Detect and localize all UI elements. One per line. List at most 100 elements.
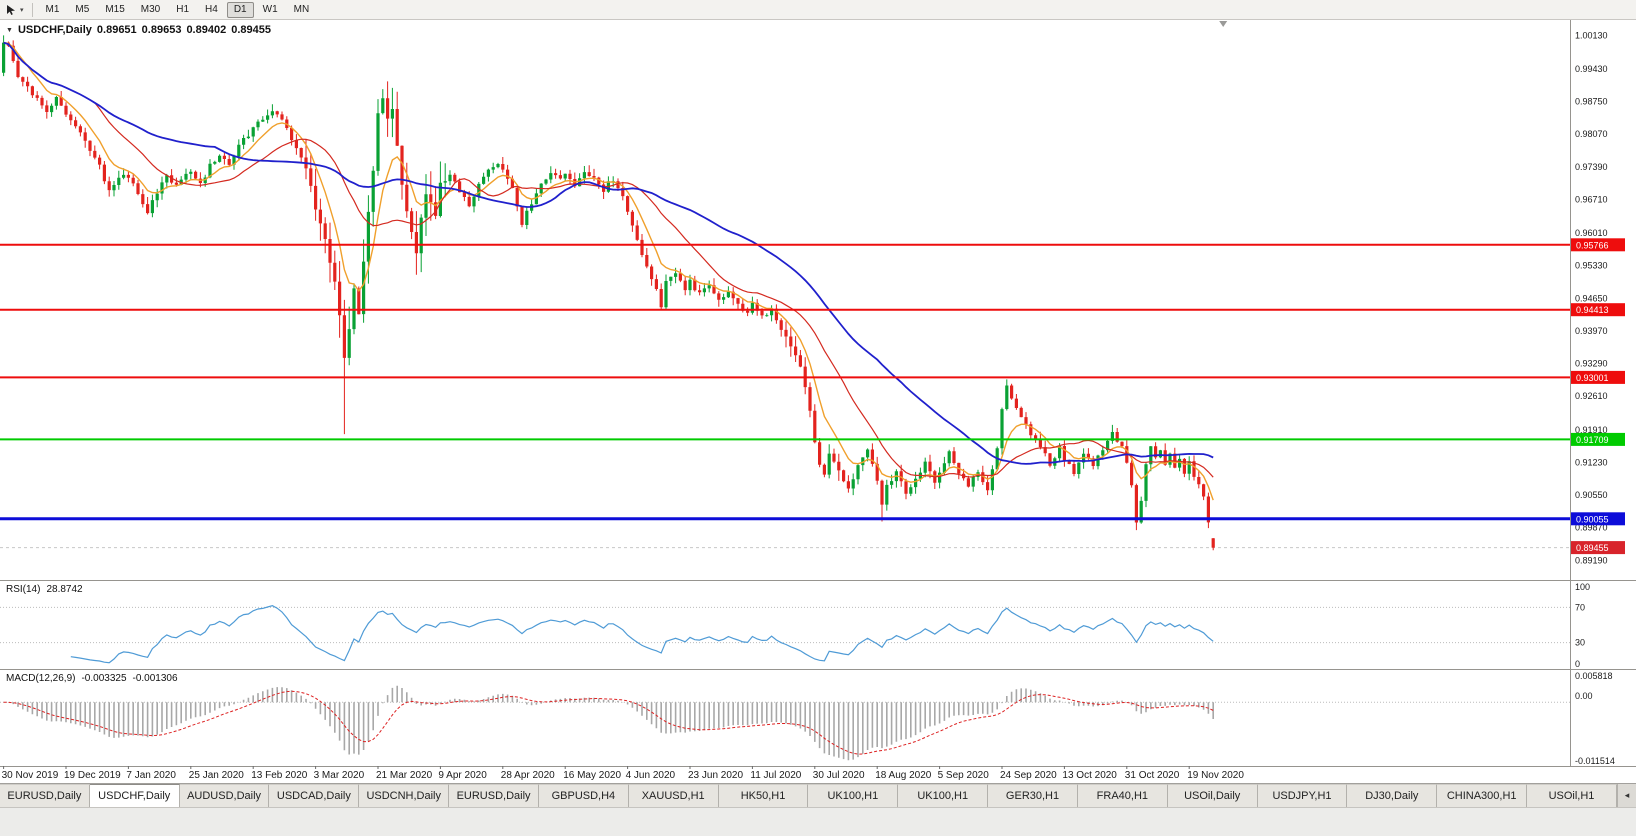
timeframe-button-m30[interactable]: M30 (134, 2, 167, 18)
bull-candle-wicks (3, 35, 1190, 524)
price-level-badge-text: 0.94413 (1576, 305, 1609, 315)
price-chart-canvas[interactable]: 1.00130 0.99430 0.98750 0.98070 0.97390 0.967… (0, 20, 1636, 783)
date-tick-label: 31 Oct 2020 (1125, 770, 1180, 781)
price-level-badge-text: 0.89455 (1576, 543, 1609, 553)
date-tick-label: 5 Sep 2020 (938, 770, 990, 781)
chart-tab-usdchf-daily[interactable]: USDCHF,Daily (89, 784, 180, 807)
rsi-axis-label: 0 (1575, 659, 1580, 669)
quote-open: 0.89651 (96, 24, 137, 36)
price-tick-label: 0.90550 (1575, 490, 1608, 500)
tab-scroll-left-button[interactable]: ◂ (1617, 784, 1636, 807)
timeframe-button-h1[interactable]: H1 (169, 2, 196, 18)
chart-tabs: EURUSD,Daily USDCHF,Daily AUDUSD,Daily USDC… (0, 784, 1617, 807)
macd-indicator-label: MACD(12,26,9) -0.003325 -0.001306 (6, 673, 178, 684)
chart-tab-eurusd-daily[interactable]: EURUSD,Daily (449, 784, 539, 807)
chart-tab-gbpusd-h4[interactable]: GBPUSD,H4 (538, 784, 629, 807)
bear-candle-wicks (7, 40, 1214, 551)
chart-tab-fra40-h1[interactable]: FRA40,H1 (1077, 784, 1168, 807)
price-level-badge-text: 0.90055 (1576, 514, 1609, 524)
price-tick-label: 0.92610 (1575, 391, 1608, 401)
chart-tab-eurusd-daily[interactable]: EURUSD,Daily (0, 784, 90, 807)
macd-main-value: -0.003325 (81, 673, 127, 684)
cursor-tool-icon[interactable] (3, 4, 19, 16)
chart-tab-dj30-daily[interactable]: DJ30,Daily (1347, 784, 1438, 807)
price-tick-label: 0.91230 (1575, 457, 1608, 467)
date-tick-label: 28 Apr 2020 (501, 770, 555, 781)
price-level-badge-text: 0.91709 (1576, 435, 1609, 445)
macd-histogram (7, 685, 1214, 761)
price-tick-label: 0.96010 (1575, 228, 1608, 238)
price-tick-label: 0.91910 (1575, 425, 1608, 435)
timeframe-button-h4[interactable]: H4 (198, 2, 225, 18)
price-level-badge (1571, 238, 1625, 252)
macd-signal-value: -0.001306 (132, 673, 178, 684)
timeframe-buttons-group: M1 M5 M15 M30 H1 H4 D1 W1 MN (38, 1, 318, 18)
date-tick-label: 13 Feb 2020 (251, 770, 308, 781)
bear-candle-bodies (6, 42, 1215, 548)
date-tick-label: 4 Jun 2020 (626, 770, 676, 781)
quote-high: 0.89653 (141, 24, 182, 36)
status-bar (0, 807, 1636, 836)
price-tick-label: 0.98070 (1575, 129, 1608, 139)
date-tick-label: 30 Nov 2019 (2, 770, 59, 781)
date-tick-label: 18 Aug 2020 (875, 770, 932, 781)
chart-tab-ger30-h1[interactable]: GER30,H1 (988, 784, 1078, 807)
chart-tab-usoil-daily[interactable]: USOil,Daily (1167, 784, 1258, 807)
chart-area[interactable]: 1.00130 0.99430 0.98750 0.98070 0.97390 0.967… (0, 20, 1636, 783)
date-tick-label: 21 Mar 2020 (376, 770, 433, 781)
chart-tab-usdcnh-daily[interactable]: USDCNH,Daily (359, 784, 450, 807)
rsi-axis-label: 100 (1575, 582, 1590, 592)
symbol-period-label: USDCHF,Daily (17, 24, 92, 36)
quote-low: 0.89402 (186, 24, 227, 36)
price-tick-label: 0.99430 (1575, 64, 1608, 74)
price-tick-label: 0.89870 (1575, 523, 1608, 533)
toolbar-separator (31, 2, 33, 17)
price-level-badge (1571, 512, 1625, 526)
date-tick-label: 25 Jan 2020 (189, 770, 244, 781)
timeframe-button-m1[interactable]: M1 (39, 2, 67, 18)
bull-candle-bodies (1, 42, 1191, 523)
price-level-badge (1571, 541, 1625, 555)
timeframe-button-m5[interactable]: M5 (68, 2, 96, 18)
date-tick-label: 19 Dec 2019 (64, 770, 121, 781)
macd-axis-label: -0.011514 (1575, 756, 1615, 766)
shift-marker-icon[interactable] (1219, 21, 1228, 27)
timeframe-button-d1[interactable]: D1 (226, 1, 254, 18)
cursor-arrow-icon (7, 4, 15, 15)
price-tick-label: 0.98750 (1575, 97, 1608, 107)
chart-tab-usdjpy-h1[interactable]: USDJPY,H1 (1257, 784, 1348, 807)
date-tick-label: 7 Jan 2020 (126, 770, 176, 781)
timeframe-button-w1[interactable]: W1 (256, 2, 285, 18)
date-tick-label: 9 Apr 2020 (438, 770, 487, 781)
top-toolbar: ▾ M1 M5 M15 M30 H1 H4 D1 W1 MN (0, 0, 1636, 20)
price-tick-label: 0.95330 (1575, 261, 1608, 271)
timeframe-button-m15[interactable]: M15 (98, 2, 131, 18)
quote-close: 0.89455 (231, 24, 271, 36)
cursor-tool-dropdown-icon[interactable]: ▾ (20, 6, 24, 14)
timeframe-button-mn[interactable]: MN (287, 2, 317, 18)
price-tick-label: 0.93970 (1575, 326, 1608, 336)
moving-average-sma20-line (3, 42, 1214, 478)
chart-tab-audusd-daily[interactable]: AUDUSD,Daily (179, 784, 270, 807)
chart-tab-usdcad-daily[interactable]: USDCAD,Daily (269, 784, 360, 807)
chart-tab-xauusd-h1[interactable]: XAUUSD,H1 (628, 784, 719, 807)
price-tick-label: 0.94650 (1575, 293, 1608, 303)
macd-axis-label: 0.005818 (1575, 671, 1613, 681)
moving-average-ema8-line (3, 41, 1214, 501)
date-tick-label: 13 Oct 2020 (1062, 770, 1117, 781)
rsi-line (70, 605, 1214, 664)
collapse-icon[interactable]: ▼ (6, 26, 13, 34)
macd-name: MACD(12,26,9) (6, 673, 76, 684)
chart-tab-china300-h1[interactable]: CHINA300,H1 (1437, 784, 1528, 807)
macd-signal-line (3, 690, 1214, 755)
chart-tab-usoil-h1[interactable]: USOil,H1 (1527, 784, 1617, 807)
chart-tab-uk100-h1[interactable]: UK100,H1 (898, 784, 989, 807)
date-tick-label: 24 Sep 2020 (1000, 770, 1057, 781)
price-tick-label: 0.96710 (1575, 195, 1608, 205)
price-tick-label: 1.00130 (1575, 30, 1608, 40)
chart-tab-uk100-h1[interactable]: UK100,H1 (808, 784, 899, 807)
chart-tab-hk50-h1[interactable]: HK50,H1 (718, 784, 809, 807)
rsi-indicator-label: RSI(14) 28.8742 (6, 584, 83, 595)
price-tick-label: 0.89190 (1575, 555, 1608, 565)
chart-tab-bar: EURUSD,Daily USDCHF,Daily AUDUSD,Daily USDC… (0, 783, 1636, 807)
